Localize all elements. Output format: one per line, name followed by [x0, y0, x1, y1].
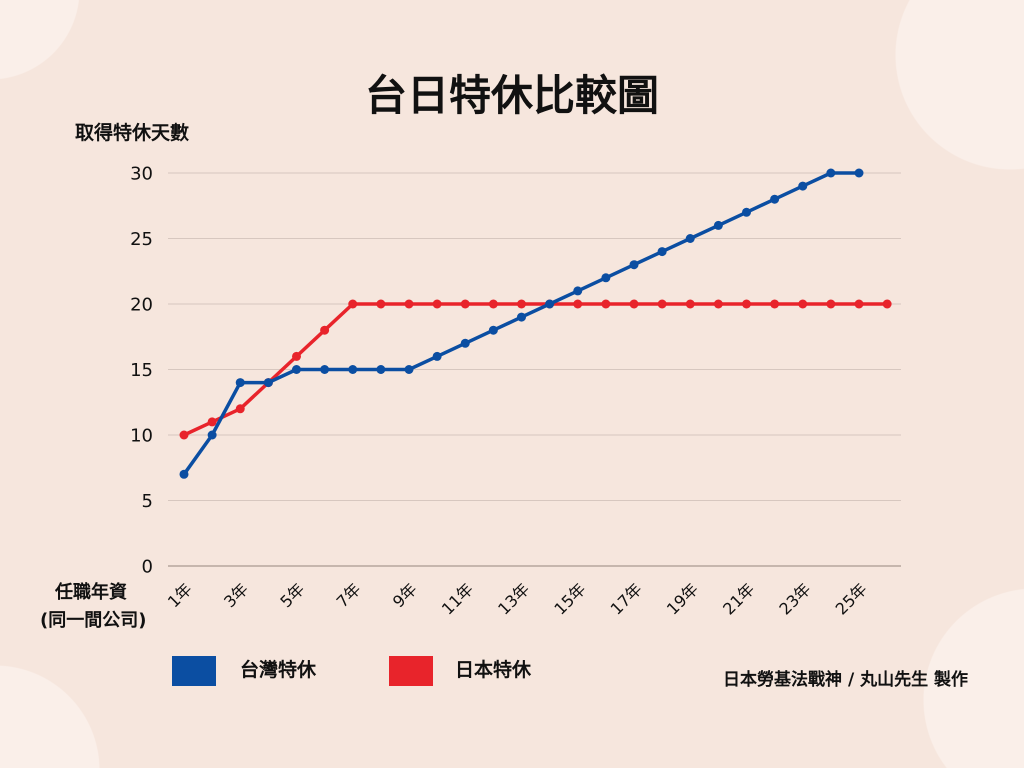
series-0-point: [460, 338, 470, 348]
x-tick-label: 21年: [719, 579, 758, 618]
x-tick-label: 15年: [550, 579, 589, 618]
series-0-line: [182, 171, 861, 477]
series-1-point: [348, 299, 358, 309]
x-tick-label: 7年: [333, 579, 365, 611]
legend-swatch-japan: [389, 656, 433, 686]
series-0-point: [798, 181, 808, 191]
x-tick-label: 25年: [832, 579, 871, 618]
series-1-point: [770, 299, 780, 309]
x-tick-label: 11年: [438, 579, 477, 618]
series-1-point: [292, 351, 301, 361]
y-tick-label: 30: [130, 164, 153, 185]
y-tick-labels: 0 5 10 15 20 25 30: [130, 164, 153, 578]
y-tick-label: 5: [142, 491, 153, 512]
series-1-point: [460, 299, 470, 309]
x-tick-label: 1年: [164, 579, 196, 611]
legend-label-japan: 日本特休: [455, 659, 532, 681]
y-axis-label: 取得特休天數: [75, 122, 190, 144]
chart-title: 台日特休比較圖: [364, 71, 659, 120]
series-1-point: [882, 299, 892, 309]
series-0-point: [573, 286, 583, 296]
series-1-point: [657, 299, 667, 309]
series-1-point: [742, 299, 751, 309]
x-tick-label: 13年: [494, 579, 533, 618]
series-0-point: [517, 312, 526, 322]
x-tick-label: 3年: [220, 579, 252, 611]
x-axis-label: 任職年資: [55, 582, 127, 603]
legend-swatch-taiwan: [172, 656, 216, 686]
series-0-point: [545, 299, 555, 309]
series-0-point: [432, 351, 442, 361]
y-tick-label: 0: [142, 557, 153, 578]
series-0-point: [742, 207, 751, 217]
series-0-point: [404, 365, 414, 374]
series-1-point: [685, 299, 695, 309]
y-tick-label: 15: [130, 360, 153, 381]
gridlines: [168, 172, 901, 567]
series-0-point: [854, 168, 864, 178]
x-axis-label-note: (同一間公司): [40, 610, 147, 631]
y-tick-label: 20: [130, 295, 153, 316]
series-1: [179, 299, 892, 440]
series-1-point: [235, 404, 245, 414]
series-1-point: [179, 430, 189, 440]
series-0-point: [657, 247, 667, 257]
series-0-point: [179, 469, 189, 479]
series-1-point: [826, 299, 836, 309]
series-0-point: [235, 378, 245, 388]
series-0-point: [629, 260, 639, 270]
series-1-point: [517, 299, 526, 309]
series-1-point: [320, 325, 330, 335]
series-0-point: [713, 220, 723, 230]
series-1-line: [182, 302, 889, 437]
x-tick-label: 23年: [775, 579, 814, 618]
series-0-point: [770, 194, 780, 204]
x-tick-labels: 1年 3年 5年 7年 9年 11年 13年 15年 17年 19年 21年 23年 25年: [164, 579, 871, 618]
series-0: [179, 168, 864, 479]
y-tick-label: 10: [130, 426, 153, 447]
x-tick-label: 19年: [663, 579, 702, 618]
series-0-point: [263, 378, 273, 388]
series-1-point: [713, 299, 723, 309]
series-1-point: [488, 299, 498, 309]
series-1-point: [601, 299, 611, 309]
series-0-point: [376, 365, 386, 374]
legend-label-taiwan: 台灣特休: [240, 659, 317, 681]
series-0-point: [601, 273, 611, 283]
series-1-point: [573, 299, 583, 309]
x-tick-label: 5年: [276, 579, 308, 611]
credit-text: 日本勞基法戰神 / 丸山先生 製作: [723, 670, 968, 690]
series-0-point: [826, 168, 836, 178]
series-0-point: [292, 365, 301, 374]
series-1-point: [404, 299, 414, 309]
series-1-point: [432, 299, 442, 309]
series-0-point: [320, 365, 330, 374]
y-tick-label: 25: [130, 229, 153, 250]
series-0-point: [207, 430, 217, 440]
x-tick-label: 9年: [389, 579, 421, 611]
series-0-point: [488, 325, 498, 335]
series-0-point: [348, 365, 358, 374]
series-1-point: [629, 299, 639, 309]
series-0-point: [685, 234, 695, 243]
series-group: [179, 168, 892, 479]
series-1-point: [376, 299, 386, 309]
series-1-point: [207, 417, 217, 427]
series-1-point: [798, 299, 808, 309]
x-tick-label: 17年: [607, 579, 646, 618]
series-1-point: [854, 299, 864, 309]
